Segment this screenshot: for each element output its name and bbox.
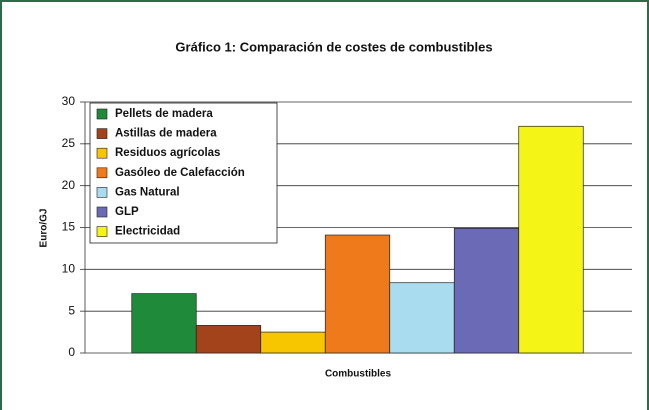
y-tick-label: 25: [62, 136, 76, 150]
x-axis-label: Combustibles: [325, 369, 392, 380]
legend-label: Electricidad: [115, 226, 180, 238]
y-tick-label: 0: [68, 345, 75, 359]
y-tick-label: 5: [68, 303, 75, 317]
bar: [389, 282, 455, 354]
bar: [131, 293, 197, 354]
legend-swatch: [96, 187, 108, 198]
legend-label: GLP: [115, 206, 139, 218]
legend-swatch: [96, 108, 108, 120]
legend-swatch: [96, 226, 108, 237]
y-tick-label: 15: [62, 220, 76, 234]
legend-label: Gasóleo de Calefacción: [115, 167, 245, 179]
legend-swatch: [96, 206, 108, 218]
legend-box: [89, 102, 278, 244]
y-tick-label: 20: [62, 178, 76, 192]
legend-label: Astillas de madera: [115, 128, 217, 140]
y-tick-label: 10: [62, 262, 76, 276]
legend-label: Pellets de madera: [115, 108, 213, 120]
legend-swatch: [96, 128, 108, 139]
y-axis-label: Euro/GJ: [39, 209, 50, 248]
bar: [518, 125, 584, 354]
legend-label: Gas Natural: [115, 186, 180, 198]
bar: [260, 331, 326, 354]
chart-title: Gráfico 1: Comparación de costes de comb…: [175, 39, 492, 54]
bar: [453, 227, 520, 354]
legend-label: Residuos agrícolas: [115, 147, 220, 159]
bar: [195, 325, 262, 354]
legend-swatch: [96, 167, 108, 179]
bar: [324, 234, 391, 354]
legend-swatch: [96, 147, 108, 159]
y-tick-label: 30: [62, 94, 76, 108]
